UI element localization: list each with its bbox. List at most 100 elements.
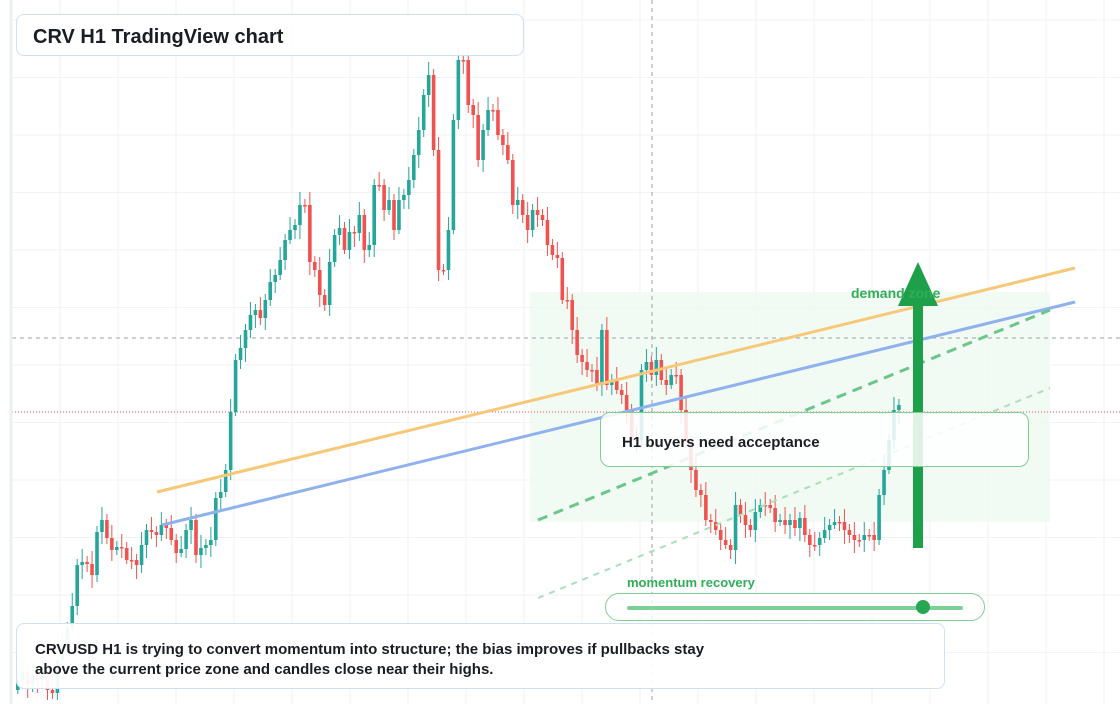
candle: [803, 518, 807, 535]
candle: [342, 228, 347, 250]
candle: [85, 562, 89, 564]
candle: [283, 240, 287, 260]
candle: [644, 362, 649, 370]
candle: [362, 215, 367, 250]
candle: [159, 525, 164, 535]
candle: [545, 220, 550, 245]
candle: [189, 520, 193, 530]
candle: [233, 360, 238, 412]
candle: [738, 505, 743, 515]
candle: [149, 530, 154, 532]
candle: [194, 520, 198, 555]
candle: [278, 260, 282, 275]
candle: [90, 564, 94, 575]
candle: [832, 522, 837, 525]
candle: [669, 375, 673, 385]
candle: [80, 562, 84, 565]
candle: [808, 535, 812, 545]
candle: [426, 75, 431, 95]
candle: [218, 492, 223, 498]
candle: [827, 525, 832, 530]
candle: [322, 295, 327, 305]
candle: [783, 520, 787, 525]
candle: [748, 525, 753, 530]
candle: [105, 520, 109, 538]
candle: [461, 60, 466, 62]
candle: [605, 330, 609, 385]
analysis-note-text: CRVUSD H1 is trying to convert momentum …: [35, 641, 705, 678]
candle: [402, 195, 406, 200]
candle: [144, 530, 149, 545]
candle: [317, 270, 322, 295]
candle: [352, 232, 357, 234]
candles: [16, 47, 901, 700]
candle: [446, 230, 451, 270]
candle: [308, 205, 312, 262]
candle: [347, 232, 352, 250]
candle: [624, 395, 629, 410]
candle: [481, 130, 485, 160]
candle: [243, 330, 248, 348]
candle: [293, 225, 297, 230]
candle: [75, 565, 79, 606]
candle: [357, 215, 362, 233]
candle: [129, 560, 134, 562]
candle: [515, 200, 520, 205]
candle: [169, 528, 174, 540]
candle: [664, 380, 669, 385]
candle: [798, 518, 802, 528]
candle: [421, 95, 426, 130]
candle: [822, 530, 827, 538]
candle: [382, 185, 386, 210]
candle: [877, 495, 881, 540]
candle: [506, 145, 510, 160]
candle: [416, 130, 421, 155]
candle: [50, 690, 55, 693]
candle: [303, 205, 307, 207]
candle: [288, 230, 292, 240]
candle: [530, 210, 535, 230]
candle: [327, 262, 332, 305]
candle: [377, 185, 381, 187]
candle: [704, 495, 708, 520]
candle: [412, 155, 416, 180]
candle: [174, 540, 178, 553]
candle: [372, 185, 376, 245]
candle: [768, 505, 772, 508]
candle: [867, 535, 871, 537]
candle: [753, 512, 758, 530]
candle: [209, 540, 213, 545]
candle: [273, 275, 277, 282]
title-card: CRV H1 TradingView chart: [16, 14, 524, 56]
candle: [134, 560, 139, 565]
analysis-note: CRVUSD H1 is trying to convert momentum …: [16, 623, 945, 689]
candle: [639, 370, 644, 440]
candle: [842, 522, 847, 530]
candle: [555, 255, 560, 258]
candle: [228, 412, 233, 470]
candle: [253, 310, 258, 315]
momentum-knob[interactable]: [915, 600, 930, 614]
candle: [614, 380, 619, 390]
candle: [263, 300, 268, 318]
candle: [496, 110, 500, 135]
candle: [654, 360, 659, 375]
candle: [837, 522, 842, 524]
candle: [570, 300, 574, 330]
candle: [812, 545, 817, 547]
candle: [882, 470, 886, 495]
candle: [679, 375, 683, 410]
candle: [436, 150, 441, 270]
candle: [451, 120, 456, 230]
candle: [728, 545, 733, 550]
candle: [258, 310, 263, 318]
candle: [179, 549, 183, 553]
candle: [337, 228, 342, 235]
candle: [897, 405, 901, 410]
momentum-slider[interactable]: [605, 593, 985, 621]
candle: [313, 262, 317, 270]
candle: [471, 105, 475, 115]
candle: [298, 205, 302, 225]
candle: [456, 60, 461, 120]
